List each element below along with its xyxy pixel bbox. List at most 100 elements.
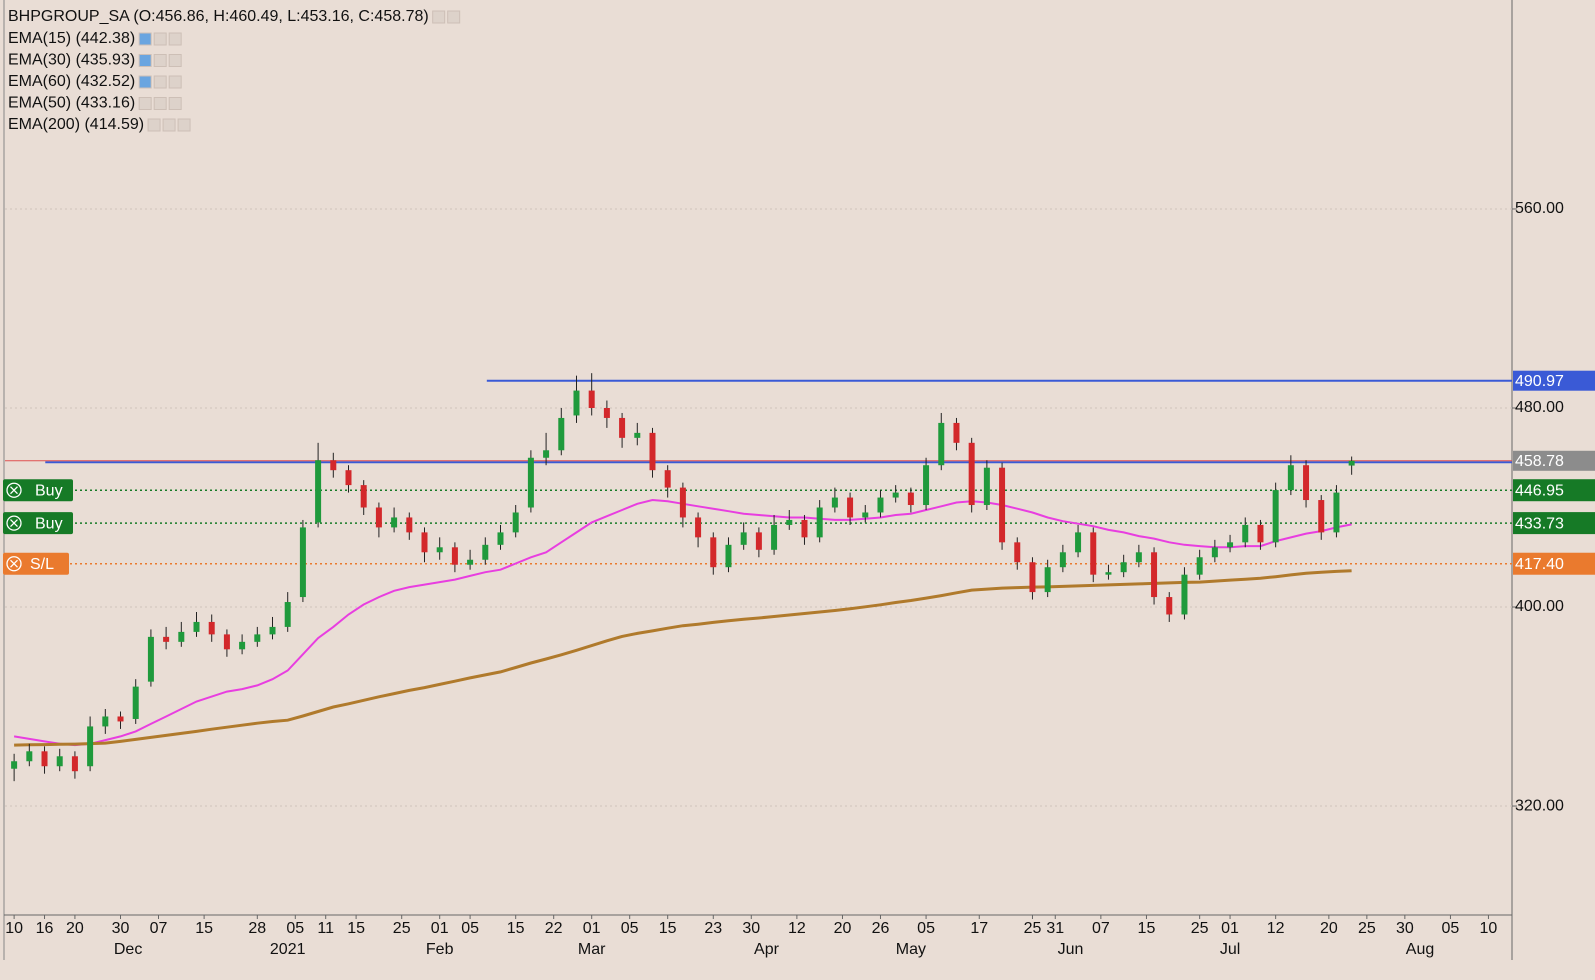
- candle-body: [1105, 572, 1112, 575]
- x-tick-label: 15: [195, 920, 213, 937]
- x-tick-label: 15: [1138, 920, 1156, 937]
- candle-body: [406, 517, 413, 533]
- header: BHPGROUP_SA (O:456.86, H:460.49, L:453.1…: [8, 8, 429, 25]
- x-month-label: Feb: [426, 941, 454, 958]
- candle-body: [983, 467, 990, 506]
- y-tick-label: 560.00: [1515, 200, 1564, 217]
- candle-body: [87, 726, 94, 767]
- candle-body: [892, 492, 899, 498]
- price-box-label: 490.97: [1515, 373, 1564, 390]
- order-cancel-icon[interactable]: [6, 556, 22, 572]
- candle-body: [26, 751, 33, 762]
- legend-icon[interactable]: [153, 54, 167, 67]
- legend-icon[interactable]: [168, 54, 182, 67]
- candle-body: [193, 621, 200, 632]
- candle-body: [1333, 492, 1340, 533]
- candle-body: [345, 470, 352, 486]
- candle-body: [1151, 552, 1158, 598]
- legend-icon[interactable]: [162, 118, 176, 132]
- x-tick-label: 17: [970, 920, 988, 937]
- candle-body: [1166, 597, 1173, 615]
- legend-icon[interactable]: [168, 32, 182, 46]
- legend-icon[interactable]: [138, 97, 152, 110]
- order-tag-box[interactable]: [3, 512, 73, 535]
- candle-body: [862, 512, 869, 518]
- order-tag[interactable]: Buy: [3, 512, 73, 535]
- order-cancel-x[interactable]: [10, 559, 18, 568]
- legend-icon[interactable]: [138, 75, 152, 89]
- legend-icon[interactable]: [138, 32, 152, 46]
- candle-body: [11, 761, 18, 769]
- candle-body: [436, 547, 443, 553]
- legend-icon[interactable]: [168, 97, 182, 110]
- candle-body: [208, 621, 215, 635]
- x-month-label: Mar: [578, 941, 606, 958]
- x-tick-label: 30: [742, 920, 760, 937]
- legend-entry: EMA(200) (414.59): [8, 116, 144, 133]
- price-box-label: 433.73: [1515, 515, 1564, 532]
- legend-entry: EMA(60) (432.52): [8, 73, 135, 90]
- order-label[interactable]: Buy: [35, 482, 63, 499]
- candle-body: [1227, 542, 1234, 548]
- candle-body: [1196, 557, 1203, 575]
- candle-body: [695, 517, 702, 538]
- order-tag-box[interactable]: [3, 552, 69, 575]
- candle-body: [299, 527, 306, 598]
- x-tick-label: 30: [1396, 920, 1414, 937]
- candle-body: [254, 634, 261, 642]
- candle-body: [710, 537, 717, 568]
- candle-body: [558, 417, 565, 451]
- order-label[interactable]: S/L: [30, 556, 54, 573]
- price-box: [1513, 512, 1595, 535]
- candle-body: [1135, 552, 1142, 563]
- x-tick-label: 15: [507, 920, 525, 937]
- order-cancel-x[interactable]: [10, 519, 18, 528]
- order-tag-box[interactable]: [3, 479, 73, 502]
- candle-body: [512, 512, 519, 533]
- candle-body: [1075, 532, 1082, 553]
- legend-icon[interactable]: [168, 75, 182, 89]
- legend-icon[interactable]: [177, 118, 191, 132]
- candle-body: [740, 532, 747, 545]
- legend-icon[interactable]: [138, 54, 152, 67]
- x-tick-label: 20: [1320, 920, 1338, 937]
- header-icon[interactable]: [447, 10, 461, 24]
- order-tag[interactable]: S/L: [3, 552, 69, 575]
- candle-body: [1014, 542, 1021, 563]
- x-tick-label: 30: [112, 920, 130, 937]
- x-tick-label: 05: [621, 920, 639, 937]
- order-cancel-icon[interactable]: [6, 515, 22, 531]
- legend-icon[interactable]: [147, 118, 161, 132]
- candle-body: [117, 716, 124, 722]
- candle-body: [771, 524, 778, 550]
- candle-body: [907, 492, 914, 506]
- candle-body: [573, 390, 580, 416]
- legend-icon[interactable]: [153, 75, 167, 89]
- order-label[interactable]: Buy: [35, 515, 63, 532]
- candle-body: [315, 460, 322, 523]
- x-tick-label: 31: [1046, 920, 1064, 937]
- candle-body: [1059, 552, 1066, 568]
- legend-icon[interactable]: [153, 32, 167, 46]
- order-cancel-icon[interactable]: [6, 482, 22, 498]
- order-cancel-x[interactable]: [10, 486, 18, 495]
- x-tick-label: 25: [393, 920, 411, 937]
- x-tick-label: 26: [872, 920, 890, 937]
- candle-body: [831, 497, 838, 508]
- order-tag[interactable]: Buy: [3, 479, 73, 502]
- x-tick-label: 07: [150, 920, 168, 937]
- legend-icon[interactable]: [153, 97, 167, 110]
- x-tick-label: 22: [545, 920, 563, 937]
- x-month-label: Jun: [1058, 941, 1084, 958]
- x-month-label: May: [896, 941, 926, 958]
- candle-body: [1318, 500, 1325, 533]
- candle-body: [755, 532, 762, 550]
- candle-body: [71, 756, 78, 772]
- header-icon[interactable]: [432, 10, 446, 24]
- candle-body: [497, 532, 504, 545]
- candle-body: [816, 507, 823, 538]
- candle-body: [649, 432, 656, 471]
- candle-body: [1287, 465, 1294, 491]
